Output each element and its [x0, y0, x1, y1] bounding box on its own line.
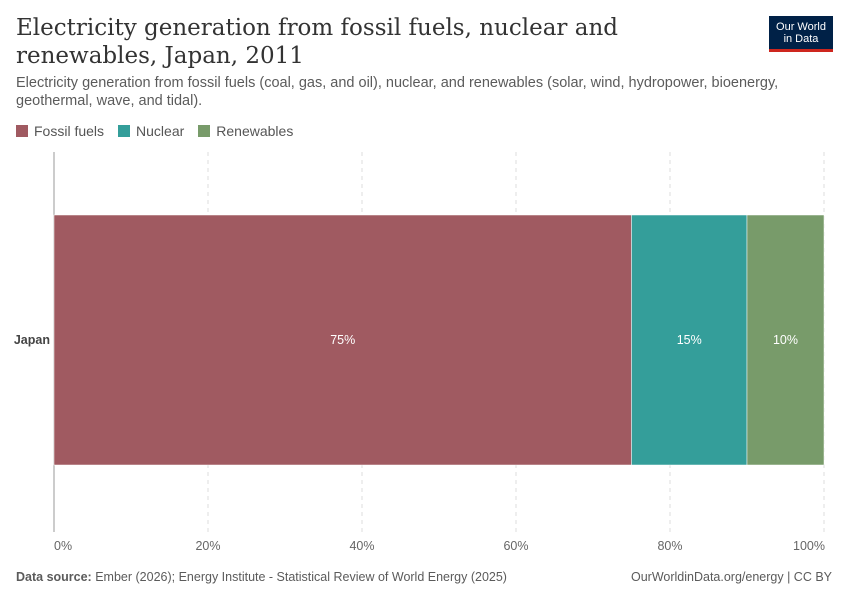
data-label-renewables: 10%: [773, 333, 798, 347]
legend: Fossil fuels Nuclear Renewables: [16, 123, 293, 139]
logo-line2: in Data: [783, 33, 819, 45]
bar-nuclear[interactable]: [631, 214, 748, 466]
legend-swatch-fossil-fuels: [16, 125, 28, 137]
legend-swatch-nuclear: [118, 125, 131, 137]
legend-item-nuclear[interactable]: Nuclear: [118, 123, 184, 139]
legend-label-nuclear: Nuclear: [136, 123, 185, 139]
source-label: Data source:: [16, 570, 92, 584]
footer-source: Data source: Ember (2026); Energy Instit…: [16, 570, 507, 584]
x-tick-label: 40%: [349, 539, 374, 553]
legend-label-renewables: Renewables: [216, 123, 294, 139]
footer-link[interactable]: OurWorldinData.org/energy | CC BY: [630, 570, 832, 584]
bar-renewables[interactable]: [746, 214, 825, 466]
x-tick-label: 80%: [657, 539, 682, 553]
legend-swatch-renewables: [198, 125, 211, 137]
bars: 75% 15% 10%: [53, 214, 825, 466]
legend-item-fossil-fuels[interactable]: Fossil fuels: [16, 123, 104, 139]
x-tick-labels: 0% 20% 40% 60% 80% 100%: [54, 539, 825, 553]
x-tick-label: 60%: [503, 539, 528, 553]
data-label-nuclear: 15%: [677, 333, 702, 347]
category-label-japan: Japan: [14, 333, 50, 347]
chart-title: Electricity generation from fossil fuels…: [16, 15, 618, 69]
logo-line1: Our World: [776, 21, 826, 33]
chart-subtitle: Electricity generation from fossil fuels…: [16, 75, 779, 109]
x-tick-label: 20%: [195, 539, 220, 553]
x-tick-label: 100%: [793, 539, 825, 553]
owid-logo[interactable]: Our World in Data: [769, 16, 833, 52]
data-label-fossil-fuels: 75%: [330, 333, 355, 347]
x-tick-label: 0%: [54, 539, 72, 553]
source-text: Ember (2026); Energy Institute - Statist…: [95, 570, 507, 584]
legend-item-renewables[interactable]: Renewables: [198, 123, 293, 139]
bar-fossil-fuels[interactable]: [53, 214, 632, 466]
legend-label-fossil-fuels: Fossil fuels: [34, 123, 105, 139]
